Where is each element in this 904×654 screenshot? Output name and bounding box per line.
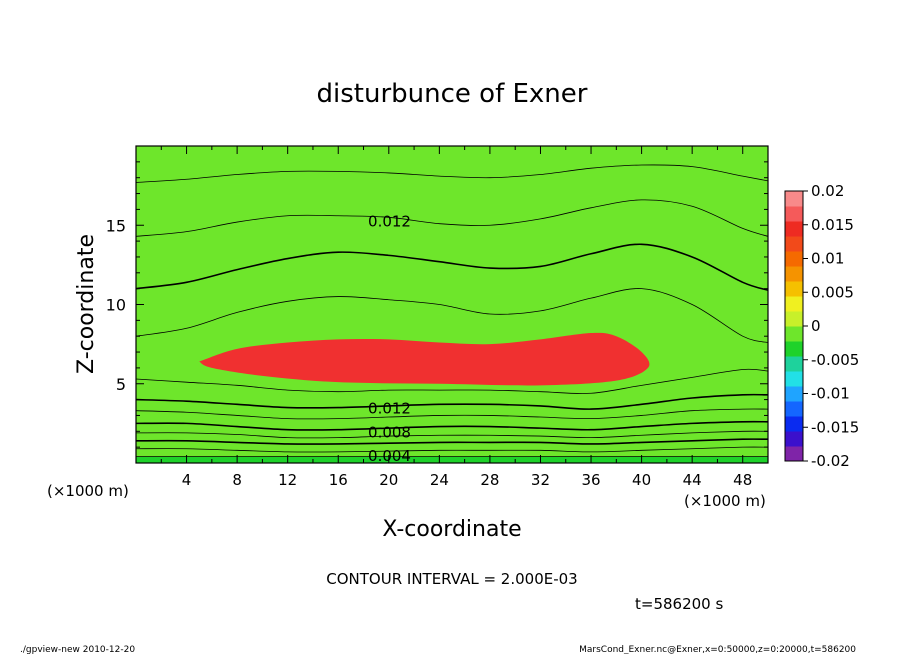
colorbar-tick-label: -0.015 [811,418,859,436]
x-tick-label: 28 [480,471,499,489]
contour-line [136,164,768,183]
contour-line [136,446,768,453]
colorbar-swatch [785,266,803,282]
x-tick-label: 8 [232,471,242,489]
colorbar: 0.02 0.015 0.01 0.005 0 -0.005 -0.01 -0.015 -0.0… [784,182,859,470]
colorbar-tick-label: 0.005 [811,283,854,301]
colorbar-swatch [785,431,803,447]
x-tick-label: 44 [683,471,702,489]
colorbar-swatch [785,371,803,387]
contour-line [136,243,768,292]
contour-line [136,430,768,439]
colorbar-swatch [785,401,803,417]
contour-interval-text: CONTOUR INTERVAL = 2.000E-03 [326,570,577,588]
footer-right: MarsCond_Exner.nc@Exner,x=0:50000,z=0:20… [579,645,856,654]
x-tick-label: 36 [581,471,600,489]
contour-line [136,199,768,237]
x-tick-label: 20 [379,471,398,489]
x-axis: 4 8 12 16 20 24 28 32 36 40 44 48 [160,146,752,489]
colorbar-swatch [785,341,803,357]
contour-lines [136,164,768,458]
contour-line [136,438,768,445]
colorbar-tick-label: 0.02 [811,182,844,200]
colorbar-tick-label: -0.01 [811,385,850,403]
x-tick-label: 40 [632,471,651,489]
x-tick-label: 32 [531,471,550,489]
colorbar-swatch [785,416,803,432]
contour-line [136,420,768,431]
y-tick-label: 10 [106,296,126,315]
colorbar-tick-label: -0.005 [811,351,859,369]
colorbar-swatch [785,251,803,267]
footer-left: ./gpview-new 2010-12-20 [20,645,135,654]
x-axis-label: X-coordinate [382,517,521,542]
x-unit-left: (×1000 m) [47,482,129,500]
colorbar-tick-label: -0.02 [811,452,850,470]
x-tick-label: 12 [278,471,297,489]
contour-line [136,368,768,394]
contour-line [136,393,768,410]
contour-plot-area [136,146,768,463]
colorbar-swatch [785,281,803,297]
contour-label: 0.008 [368,423,411,441]
y-axis-label: Z-coordinate [74,234,99,374]
colorbar-swatch [785,236,803,252]
contour-band [136,146,768,457]
colorbar-swatch [785,386,803,402]
y-axis: 5 10 15 [106,161,768,448]
x-unit-right: (×1000 m) [684,492,766,510]
y-tick-label: 15 [106,216,126,235]
colorbar-swatch [785,326,803,342]
contour-label: 0.004 [368,447,411,465]
y-tick-label: 5 [116,375,126,394]
contour-labels: 0.012 0.012 0.008 0.004 [368,212,411,465]
contour-line [136,408,768,420]
colorbar-tick-label: 0.01 [811,250,844,268]
colorbar-swatch [785,446,803,462]
colorbar-swatch [785,311,803,327]
contour-line [136,288,768,343]
colorbar-swatch [785,296,803,312]
colorbar-swatch [785,206,803,222]
time-label: t=586200 s [635,595,723,613]
colorbar-tick-label: 0.015 [811,216,854,234]
contour-core [199,332,650,386]
chart-title: disturbunce of Exner [317,79,588,109]
colorbar-tick-label: 0 [811,317,821,335]
x-tick-label: 48 [733,471,752,489]
contour-label: 0.012 [368,212,411,230]
x-tick-label: 16 [329,471,348,489]
x-tick-label: 4 [182,471,192,489]
contour-label: 0.012 [368,400,411,418]
colorbar-swatch [785,356,803,372]
colorbar-swatch [785,221,803,237]
colorbar-swatch [785,191,803,207]
x-tick-label: 24 [430,471,449,489]
